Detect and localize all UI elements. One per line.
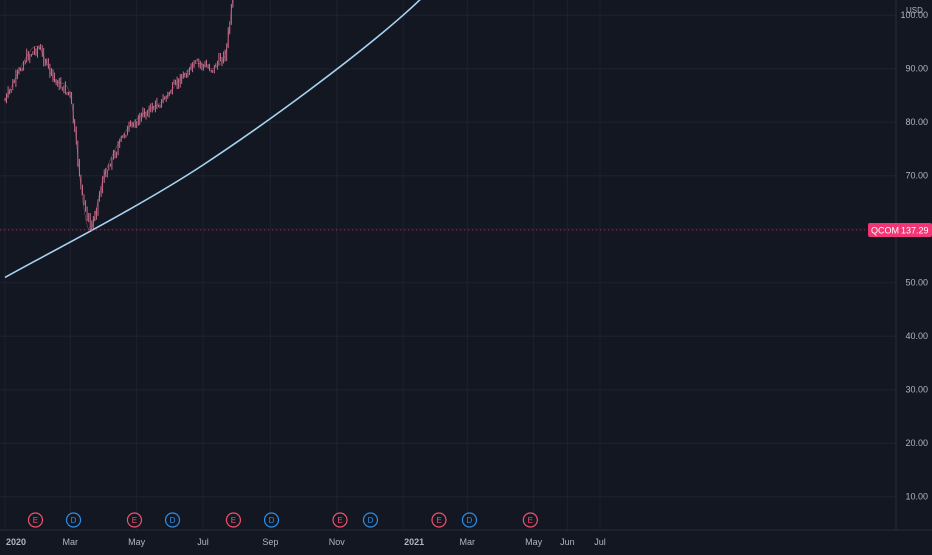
support-curve-layer bbox=[4, 0, 421, 279]
price-tick-label: 20.00 bbox=[905, 438, 928, 448]
symbol-label: QCOM bbox=[871, 226, 899, 236]
event-marker-circle bbox=[332, 512, 348, 528]
time-tick-label: Jun bbox=[560, 537, 575, 547]
time-tick-label: 2020 bbox=[6, 537, 26, 547]
time-tick-label: Sep bbox=[262, 537, 278, 547]
event-marker-letter: D bbox=[269, 516, 275, 525]
event-marker-letter: E bbox=[33, 516, 38, 525]
event-marker-letter: E bbox=[132, 516, 137, 525]
event-marker-circle bbox=[65, 512, 82, 528]
earnings-event-marker[interactable]: E bbox=[225, 512, 242, 528]
price-tick-label: 90.00 bbox=[905, 64, 928, 74]
grid bbox=[0, 0, 895, 530]
event-marker-letter: E bbox=[337, 516, 342, 525]
price-axis[interactable] bbox=[896, 0, 932, 530]
event-marker-letter: D bbox=[71, 516, 77, 525]
time-tick-label: Nov bbox=[329, 537, 346, 547]
time-tick-label: May bbox=[128, 537, 146, 547]
earnings-event-marker[interactable]: E bbox=[126, 512, 143, 528]
time-tick-label: May bbox=[525, 537, 543, 547]
event-marker-letter: E bbox=[436, 516, 441, 525]
price-tick-label: 40.00 bbox=[905, 331, 928, 341]
earnings-event-marker[interactable]: E bbox=[431, 512, 447, 528]
symbol-price-badge: QCOM 137.29 bbox=[868, 223, 932, 237]
time-axis-labels: 2020 Mar May Jul Sep Nov 2021 Mar May Jun Jul bbox=[6, 537, 606, 547]
time-tick-label: Mar bbox=[63, 537, 79, 547]
price-tick-label: 10.00 bbox=[905, 492, 928, 502]
price-trend-path bbox=[4, 0, 233, 231]
event-marker-letter: D bbox=[368, 516, 374, 525]
support-curve-line bbox=[4, 0, 421, 279]
earnings-event-marker[interactable]: E bbox=[27, 512, 44, 528]
price-tick-label: 80.00 bbox=[905, 117, 928, 127]
event-marker-circle bbox=[362, 512, 379, 528]
price-tick-label: 50.00 bbox=[905, 278, 928, 288]
earnings-event-marker[interactable]: E bbox=[522, 512, 538, 528]
price-series-layer bbox=[4, 0, 234, 232]
price-tick-label: 70.00 bbox=[905, 171, 928, 181]
event-marker-circle bbox=[522, 512, 538, 528]
time-axis[interactable] bbox=[0, 530, 932, 550]
earnings-event-marker[interactable]: E bbox=[332, 512, 348, 528]
currency-label: USD bbox=[906, 6, 923, 15]
event-marker-circle bbox=[225, 512, 242, 528]
dividend-event-marker[interactable]: D bbox=[263, 512, 280, 528]
dividend-event-marker[interactable]: D bbox=[461, 512, 478, 528]
price-badge-bg bbox=[868, 223, 932, 237]
event-marker-circle bbox=[263, 512, 280, 528]
price-tick-label: 30.00 bbox=[905, 385, 928, 395]
event-marker-letter: E bbox=[231, 516, 236, 525]
event-marker-letter: D bbox=[467, 516, 473, 525]
event-marker-circle bbox=[126, 512, 143, 528]
event-marker-circle bbox=[164, 512, 181, 528]
dividend-event-marker[interactable]: D bbox=[65, 512, 82, 528]
dividend-event-marker[interactable]: D bbox=[362, 512, 379, 528]
event-marker-letter: E bbox=[528, 516, 533, 525]
event-marker-circle bbox=[461, 512, 478, 528]
event-marker-circle bbox=[431, 512, 447, 528]
event-marker-letter: D bbox=[170, 516, 176, 525]
price-label: 137.29 bbox=[901, 226, 929, 236]
dividend-event-marker[interactable]: D bbox=[164, 512, 181, 528]
time-tick-label: Jul bbox=[594, 537, 606, 547]
time-tick-label: Jul bbox=[197, 537, 209, 547]
price-tick-label: 100.00 bbox=[900, 10, 928, 20]
event-marker-circle bbox=[27, 512, 44, 528]
time-tick-label: 2021 bbox=[404, 537, 424, 547]
time-tick-label: Mar bbox=[460, 537, 476, 547]
